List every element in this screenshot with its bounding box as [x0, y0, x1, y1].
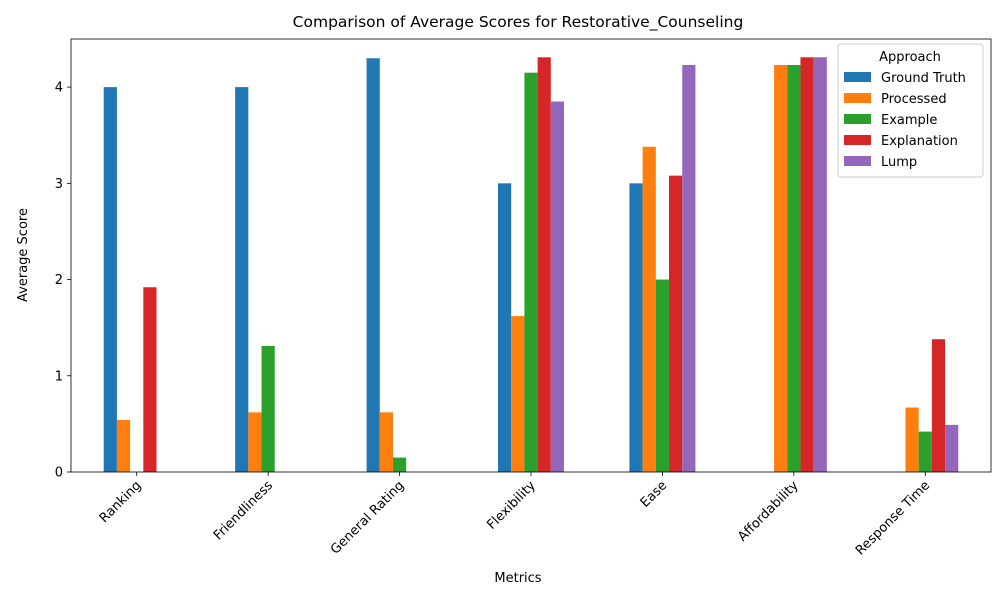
- bar: [905, 407, 919, 472]
- y-axis: 0 1 2 3 4: [55, 81, 71, 481]
- x-axis: Ranking Friendliness General Rating Flexibi…: [97, 472, 933, 558]
- y-tick-label: 3: [55, 177, 63, 192]
- y-tick-label: 0: [55, 466, 63, 481]
- legend-frame: [837, 43, 984, 178]
- legend-label: Example: [881, 113, 937, 128]
- x-tick-label: Ranking: [97, 478, 145, 526]
- bar: [655, 279, 670, 472]
- bar: [931, 339, 946, 472]
- bar: [774, 64, 788, 472]
- x-axis-label: Metrics: [494, 571, 541, 586]
- bar: [813, 57, 827, 472]
- bar: [800, 57, 814, 472]
- chart-title: Comparison of Average Scores for Restora…: [293, 13, 744, 32]
- legend-title: Approach: [879, 50, 941, 65]
- legend: Approach Ground Truth Processed Example Exp…: [837, 43, 984, 178]
- bar: [248, 412, 262, 472]
- legend-swatch: [844, 135, 871, 145]
- legend-items: Ground Truth Processed Example Explanation L…: [844, 71, 966, 170]
- y-axis-label: Average Score: [16, 208, 31, 302]
- bar: [116, 420, 131, 472]
- bar: [498, 183, 512, 472]
- bar: [103, 87, 117, 473]
- x-tick-label: Friendliness: [211, 478, 276, 543]
- x-tick-label: Affordability: [735, 478, 802, 545]
- y-tick-label: 1: [55, 369, 63, 384]
- bar: [524, 72, 538, 473]
- bar: [550, 101, 564, 472]
- legend-label: Lump: [881, 155, 917, 170]
- bar: [379, 412, 393, 472]
- bar: [537, 57, 551, 472]
- legend-swatch: [844, 72, 871, 82]
- legend-swatch: [844, 156, 871, 166]
- x-tick-label: Response Time: [853, 478, 933, 558]
- bar: [682, 64, 696, 472]
- bar: [945, 424, 959, 472]
- bar: [669, 175, 683, 472]
- bar: [392, 457, 407, 472]
- bar: [235, 87, 249, 473]
- bar: [629, 183, 643, 472]
- bar: [918, 431, 932, 472]
- bar: [366, 58, 380, 473]
- legend-label: Processed: [881, 92, 947, 107]
- bars-layer: [103, 57, 959, 473]
- y-tick-label: 2: [55, 273, 63, 288]
- x-tick-label: General Rating: [328, 478, 407, 557]
- legend-label: Explanation: [881, 134, 958, 149]
- y-tick-label: 4: [55, 81, 63, 96]
- bar: [511, 316, 525, 472]
- bar: [787, 64, 801, 472]
- legend-swatch: [844, 114, 871, 124]
- legend-label: Ground Truth: [881, 71, 966, 86]
- bar: [143, 287, 157, 472]
- bar: [261, 345, 275, 472]
- bar: [642, 146, 656, 472]
- x-tick-label: Ease: [638, 478, 670, 510]
- x-tick-label: Flexibility: [484, 478, 539, 533]
- legend-swatch: [844, 93, 871, 103]
